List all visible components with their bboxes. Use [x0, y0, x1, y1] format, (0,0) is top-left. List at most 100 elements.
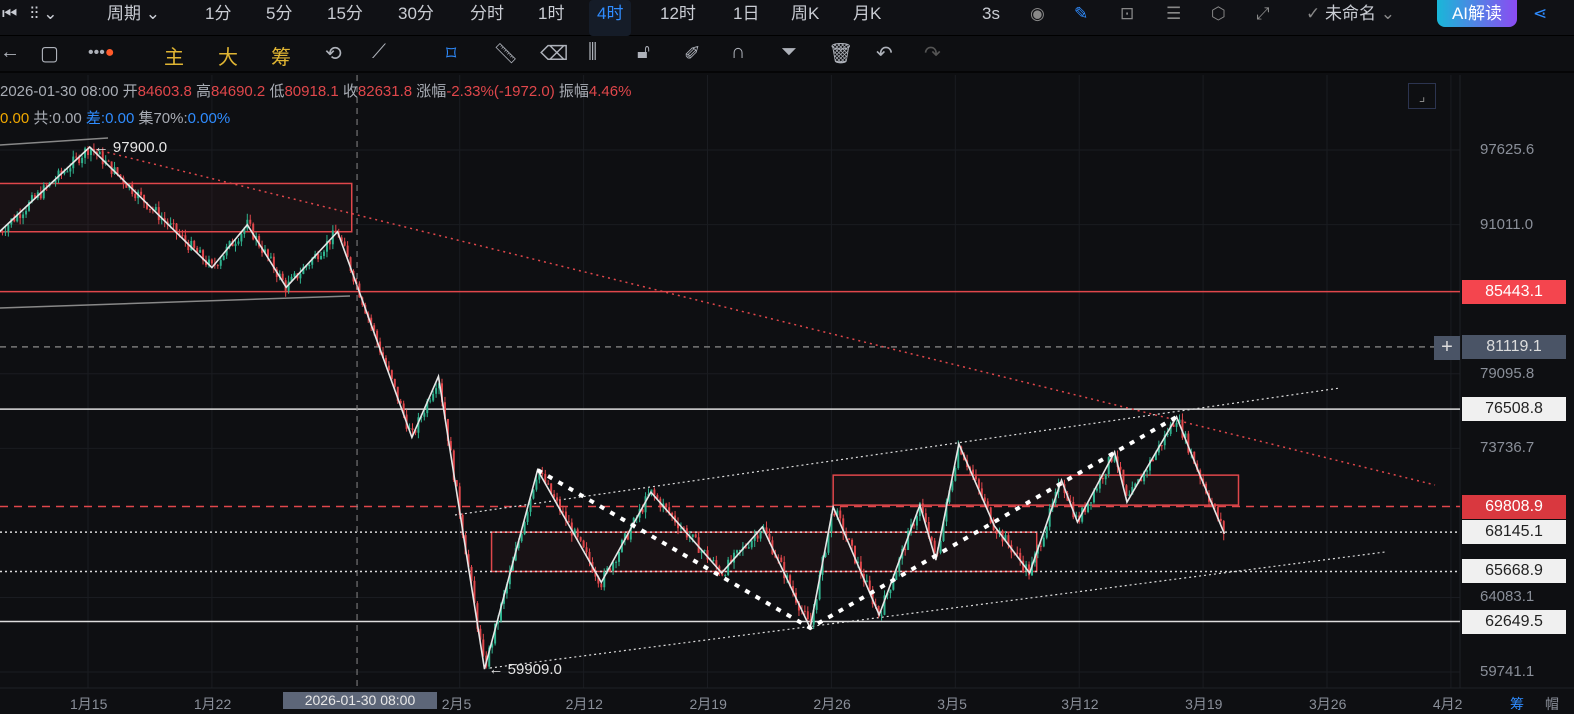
- candle-body: [140, 191, 143, 195]
- candle-body: [146, 202, 148, 209]
- interval-5m[interactable]: 5分: [266, 4, 293, 23]
- candle-body: [865, 580, 868, 582]
- candle-body: [98, 151, 101, 155]
- candle-body: [446, 418, 449, 442]
- chips-button[interactable]: 筹: [271, 47, 291, 69]
- candle-body: [827, 531, 830, 553]
- candle-body: [175, 223, 178, 234]
- add-alert-button[interactable]: +: [1434, 336, 1460, 360]
- candle-body: [921, 503, 924, 514]
- collapse-icon[interactable]: ⏮: [2, 4, 18, 23]
- fullscreen-icon[interactable]: ⤢: [1256, 4, 1270, 23]
- price-tag[interactable]: 76508.8: [1462, 397, 1566, 422]
- interval-4h[interactable]: 4时: [589, 0, 632, 36]
- time-tick-label: 3月12: [1061, 696, 1099, 712]
- interval-15m[interactable]: 15分: [327, 4, 363, 23]
- price-tag[interactable]: 62649.5: [1462, 609, 1566, 634]
- period-dropdown[interactable]: 周期 ⌄: [107, 4, 160, 23]
- candle-type-icon[interactable]: ⫶⫶ ⌄: [30, 4, 58, 23]
- candle-body: [414, 430, 417, 433]
- candle-body: [1213, 503, 1216, 508]
- pencil-icon[interactable]: ✎: [1074, 4, 1089, 23]
- drawing-toolbar: ← ▢ •••● 主 大 筹 ⟲ ⟋ ⌑ 📏︎ ⌫ ⫼ 🔓︎ ✐ ∩ ⏷ 🗑︎ …: [0, 37, 1574, 73]
- price-tag[interactable]: 85443.1: [1462, 279, 1566, 304]
- undo-icon[interactable]: ↶: [876, 43, 893, 65]
- candle-body: [237, 241, 240, 244]
- eraser-icon[interactable]: ⌫: [540, 43, 569, 65]
- channel-upper-line: [454, 387, 1341, 516]
- price-tag[interactable]: 68145.1: [1462, 520, 1566, 545]
- price-tag[interactable]: 65668.9: [1462, 559, 1566, 584]
- trend-line: [0, 137, 109, 146]
- candle-body: [930, 537, 933, 541]
- trash-icon[interactable]: 🗑︎: [828, 43, 854, 65]
- camera-icon[interactable]: ◉: [1030, 4, 1045, 23]
- settings-icon[interactable]: ⬡: [1211, 4, 1226, 23]
- chip-a-value: 0.00: [0, 110, 30, 127]
- candle-body: [954, 467, 957, 481]
- candle-body: [603, 571, 606, 588]
- interval-30m[interactable]: 30分: [398, 4, 434, 23]
- price-tag[interactable]: 81119.1: [1462, 334, 1566, 359]
- ai-analysis-button[interactable]: AI解读: [1437, 0, 1517, 27]
- candle-body: [370, 317, 373, 326]
- layout-dropdown[interactable]: ✓ 未命名 ⌄: [1306, 4, 1395, 23]
- candle-body: [187, 242, 190, 251]
- interval-12h[interactable]: 12时: [660, 4, 696, 23]
- sync-draw-icon[interactable]: ⟲: [325, 43, 342, 65]
- candle-body: [768, 533, 771, 541]
- chips-tab[interactable]: 筹: [1510, 696, 1524, 712]
- candle-body: [143, 194, 146, 203]
- candle-body: [22, 214, 25, 219]
- candle-body: [243, 228, 246, 234]
- candle-body: [871, 589, 874, 605]
- candle-body: [30, 195, 33, 202]
- interval-timeshare[interactable]: 分时: [470, 4, 504, 23]
- candle-body: [1042, 537, 1045, 547]
- filter-icon[interactable]: ⏷: [781, 41, 797, 63]
- candle-body: [101, 151, 104, 165]
- candle-body: [402, 403, 405, 415]
- candle-body: [656, 495, 659, 499]
- interval-1h[interactable]: 1时: [538, 4, 565, 23]
- share-icon[interactable]: ⋖: [1533, 4, 1548, 23]
- redo-icon[interactable]: ↷: [924, 43, 941, 65]
- interval-week[interactable]: 周K: [791, 4, 820, 23]
- note-icon[interactable]: ✐: [684, 43, 701, 65]
- hat-tab[interactable]: 帽: [1545, 696, 1559, 712]
- interval-month[interactable]: 月K: [853, 4, 882, 23]
- lock-icon[interactable]: 🔓︎: [637, 41, 650, 63]
- candle-body: [1031, 562, 1033, 576]
- back-arrow-icon[interactable]: ←: [0, 41, 20, 63]
- collapse-chart-icon[interactable]: ⌟: [1408, 83, 1436, 109]
- refresh-rate[interactable]: 3s: [982, 4, 1000, 23]
- candle-body: [349, 257, 352, 271]
- amplitude-label: 振幅: [558, 83, 589, 100]
- candle-body: [585, 547, 588, 552]
- time-tick-label: 2月19: [689, 696, 727, 712]
- bookmark-icon[interactable]: ⌑: [446, 43, 457, 65]
- more-icon[interactable]: •••●: [88, 44, 115, 61]
- ruler-icon[interactable]: 📏︎: [493, 43, 519, 65]
- candle-body: [39, 192, 42, 199]
- candle-body: [738, 550, 741, 552]
- interval-1m[interactable]: 1分: [205, 4, 232, 23]
- list-icon[interactable]: ☰: [1166, 4, 1182, 23]
- line-tool-icon[interactable]: ⟋: [372, 41, 386, 63]
- candle-body: [252, 223, 255, 240]
- rectangle-icon[interactable]: ▢: [40, 43, 59, 65]
- candles-icon[interactable]: ⫼: [588, 41, 598, 63]
- big-order-button[interactable]: 大: [218, 47, 238, 69]
- candle-body: [573, 529, 576, 536]
- price-tag[interactable]: 69808.9: [1462, 494, 1566, 519]
- price-tick-label: 59741.1: [1480, 663, 1535, 681]
- candle-body: [1128, 494, 1131, 496]
- add-window-icon[interactable]: ⊡: [1120, 4, 1135, 23]
- main-indicator-button[interactable]: 主: [164, 47, 184, 69]
- magnet-icon[interactable]: ∩: [731, 41, 746, 63]
- interval-1d[interactable]: 1日: [733, 4, 760, 23]
- candle-body: [830, 513, 833, 532]
- candle-body: [1048, 508, 1051, 527]
- candle-body: [629, 527, 632, 540]
